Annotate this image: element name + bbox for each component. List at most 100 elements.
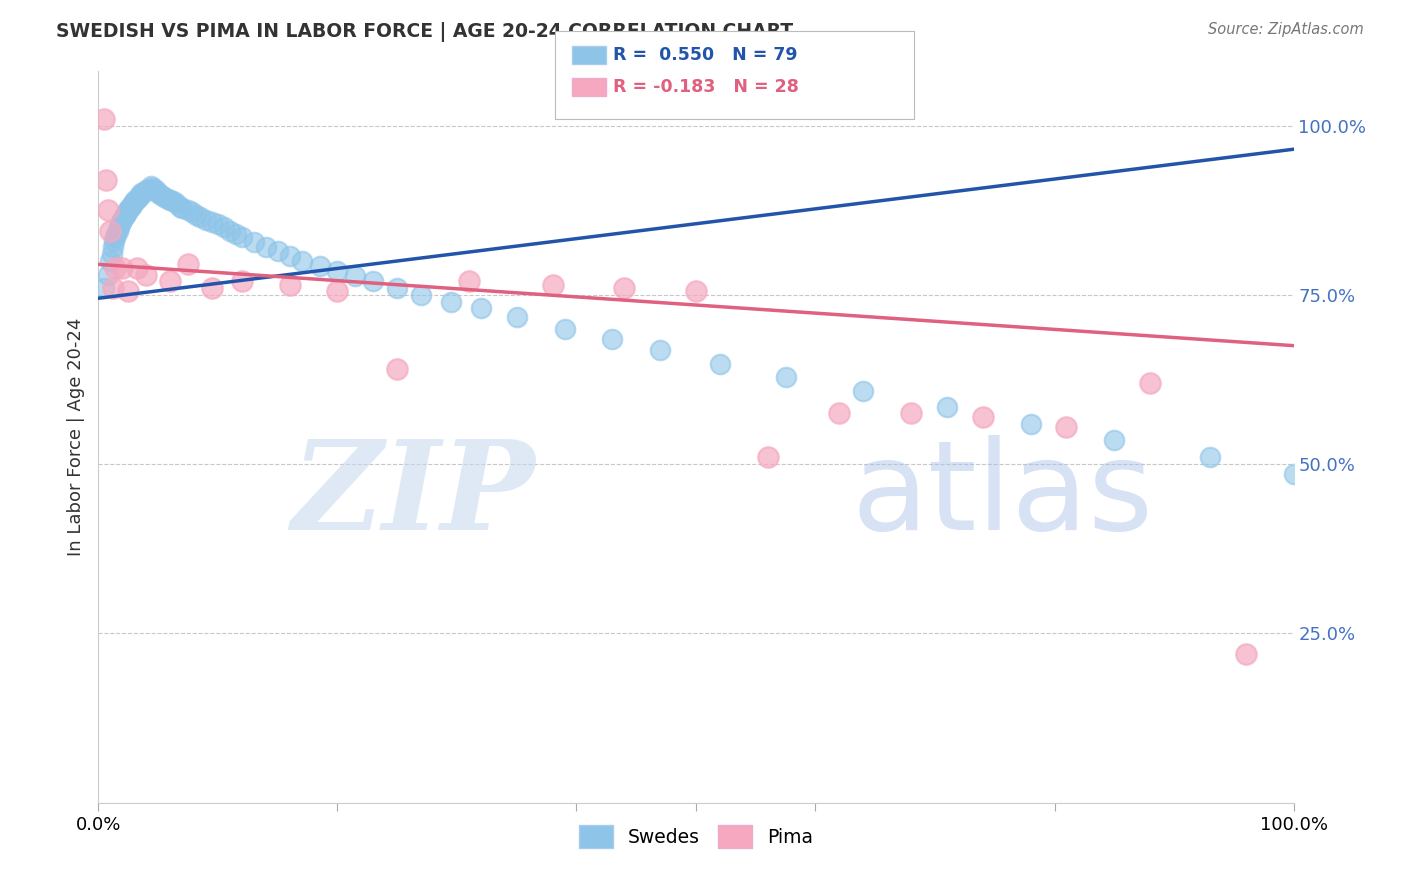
Point xyxy=(1234,647,1257,661)
Point xyxy=(101,281,124,295)
Point xyxy=(195,213,218,227)
Text: SWEDISH VS PIMA IN LABOR FORCE | AGE 20-24 CORRELATION CHART: SWEDISH VS PIMA IN LABOR FORCE | AGE 20-… xyxy=(56,22,793,42)
Point xyxy=(121,198,143,212)
Point xyxy=(411,288,433,302)
Point xyxy=(1199,450,1222,465)
Point xyxy=(111,213,134,227)
Point xyxy=(470,301,492,316)
Point xyxy=(98,254,122,268)
Y-axis label: In Labor Force | Age 20-24: In Labor Force | Age 20-24 xyxy=(66,318,84,557)
Point xyxy=(169,200,191,214)
Point xyxy=(149,187,172,202)
Point xyxy=(363,274,385,288)
Point xyxy=(828,406,851,420)
Point xyxy=(554,322,576,336)
Point xyxy=(852,384,875,398)
Point xyxy=(207,217,229,231)
Point xyxy=(225,227,247,241)
Point xyxy=(267,244,290,258)
Point xyxy=(177,257,200,271)
Point xyxy=(97,203,120,218)
Point xyxy=(124,195,146,210)
Point xyxy=(506,310,529,324)
Point xyxy=(110,215,132,229)
Point xyxy=(602,332,624,346)
Point xyxy=(159,274,181,288)
Point xyxy=(1139,376,1161,390)
Point xyxy=(142,181,165,195)
Point xyxy=(103,234,125,248)
Point xyxy=(138,181,160,195)
Point xyxy=(201,281,224,295)
Point xyxy=(93,112,115,126)
Point xyxy=(291,254,314,268)
Point xyxy=(936,400,959,414)
Point xyxy=(385,362,409,376)
Point xyxy=(172,201,194,215)
Point xyxy=(541,277,564,292)
Point xyxy=(254,240,277,254)
Point xyxy=(278,249,301,263)
Point xyxy=(115,205,138,219)
Point xyxy=(308,260,330,274)
Point xyxy=(709,357,731,371)
Point xyxy=(97,268,120,282)
Point xyxy=(1282,467,1305,482)
Point xyxy=(111,260,134,275)
Point xyxy=(231,230,253,244)
Point xyxy=(104,230,127,244)
Point xyxy=(326,285,349,299)
Point xyxy=(129,188,152,202)
Point xyxy=(159,193,181,207)
Point xyxy=(385,281,409,295)
Point xyxy=(180,205,202,219)
Point xyxy=(201,215,224,229)
Point xyxy=(117,285,139,299)
Point xyxy=(1056,420,1078,434)
Point xyxy=(756,450,779,465)
Point xyxy=(117,203,139,218)
Point xyxy=(775,370,797,384)
Point xyxy=(100,247,122,261)
Point xyxy=(107,223,129,237)
Point xyxy=(94,172,117,186)
Point xyxy=(613,281,636,295)
Point xyxy=(93,281,115,295)
Point xyxy=(243,235,266,249)
Point xyxy=(900,406,922,420)
Point xyxy=(105,227,128,241)
Point xyxy=(108,217,131,231)
Point xyxy=(101,240,124,254)
Point xyxy=(156,192,179,206)
Point xyxy=(648,343,672,358)
Point xyxy=(326,264,349,278)
Text: ZIP: ZIP xyxy=(291,434,534,557)
Point xyxy=(98,223,122,237)
Point xyxy=(212,220,235,235)
Point xyxy=(685,285,707,299)
Point xyxy=(145,183,167,197)
Text: R = -0.183   N = 28: R = -0.183 N = 28 xyxy=(613,78,799,96)
Point xyxy=(162,194,184,209)
Point xyxy=(122,196,145,211)
Point xyxy=(972,409,994,424)
Point xyxy=(131,186,153,201)
Point xyxy=(112,210,135,224)
Legend: Swedes, Pima: Swedes, Pima xyxy=(571,818,821,855)
Point xyxy=(125,192,148,206)
Text: R =  0.550   N = 79: R = 0.550 N = 79 xyxy=(613,46,797,64)
Point xyxy=(148,186,170,201)
Point xyxy=(344,268,367,283)
Point xyxy=(278,277,301,292)
Point xyxy=(132,185,155,199)
Text: Source: ZipAtlas.com: Source: ZipAtlas.com xyxy=(1208,22,1364,37)
Point xyxy=(153,189,176,203)
Point xyxy=(128,189,150,203)
Text: atlas: atlas xyxy=(852,435,1153,556)
Point xyxy=(114,208,136,222)
Point xyxy=(118,201,141,215)
Point xyxy=(219,223,242,237)
Point xyxy=(135,268,157,282)
Point xyxy=(120,200,142,214)
Point xyxy=(125,260,148,275)
